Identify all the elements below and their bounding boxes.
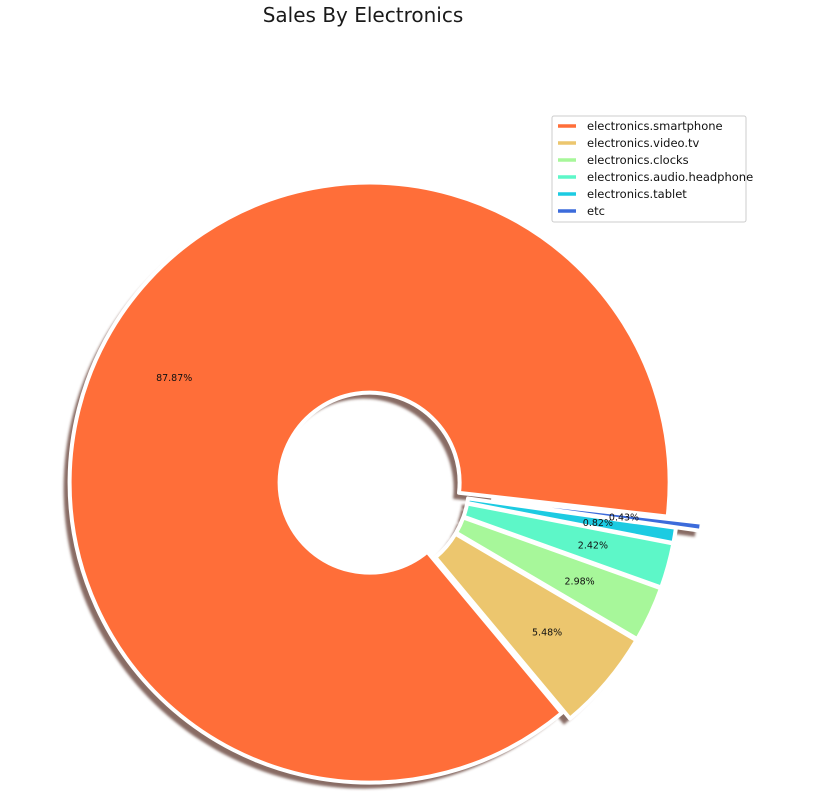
slice-label-electronics-tablet: 0.82% <box>583 518 613 529</box>
slice-electronics-smartphone <box>67 180 672 785</box>
slice-label-electronics-video-tv: 5.48% <box>532 627 562 638</box>
legend-label-electronics-smartphone: electronics.smartphone <box>587 119 723 133</box>
legend: electronics.smartphone electronics.video.… <box>551 115 753 223</box>
slice-electronics-tablet <box>465 496 678 546</box>
pie-slices <box>67 180 704 785</box>
slice-labels: 87.87% 5.48% 2.98% 2.42% 0.82%0.43% <box>156 373 639 639</box>
slice-label-electronics-audio-headphone: 2.42% <box>578 541 608 552</box>
slice-label-etc: 0.43% <box>609 512 639 523</box>
chart-title: Sales By Electronics <box>263 3 464 27</box>
legend-items: electronics.smartphone electronics.video.… <box>558 119 753 218</box>
slice-label-electronics-clocks: 2.98% <box>565 577 595 588</box>
legend-label-electronics-video-tv: electronics.video.tv <box>587 136 700 150</box>
legend-label-electronics-clocks: electronics.clocks <box>587 153 689 167</box>
slice-etc <box>490 496 704 533</box>
legend-label-electronics-tablet: electronics.tablet <box>587 187 687 201</box>
legend-box <box>551 115 747 223</box>
slice-label-electronics-smartphone: 87.87% <box>156 373 192 384</box>
legend-label-etc: etc <box>587 204 605 218</box>
legend-label-electronics-audio-headphone: electronics.audio.headphone <box>587 170 753 184</box>
